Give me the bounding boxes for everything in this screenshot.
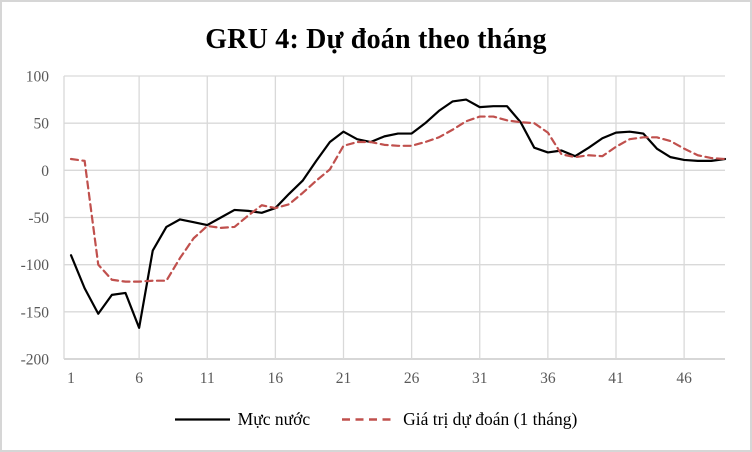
x-tick-label: 21: [336, 370, 352, 387]
y-tick-label: -200: [21, 352, 50, 369]
x-tick-label: 11: [200, 370, 215, 387]
x-tick-label: 46: [676, 370, 692, 387]
legend: Mực nước Giá trị dự đoán (1 tháng): [0, 409, 752, 430]
y-tick-label: 50: [34, 116, 50, 133]
x-tick-label: 36: [540, 370, 556, 387]
y-tick-label: 100: [26, 69, 50, 86]
y-tick-label: -100: [21, 257, 50, 274]
chart-title: GRU 4: Dự đoán theo tháng: [205, 24, 547, 55]
y-tick-label: 0: [41, 163, 49, 180]
legend-label-forecast: Giá trị dự đoán (1 tháng): [403, 409, 578, 429]
legend-label-water-level: Mực nước: [237, 409, 311, 429]
x-tick-label: 41: [608, 370, 624, 387]
forecast-line: [69, 115, 727, 283]
water-level-line-swatch: [174, 418, 230, 421]
x-tick-label: 1: [67, 370, 75, 387]
y-tick-label: -150: [21, 304, 50, 321]
x-tick-label: 16: [268, 370, 284, 387]
x-tick-label: 6: [135, 370, 143, 387]
forecast-line-swatch: [342, 418, 396, 421]
y-tick-label: -50: [28, 210, 49, 227]
legend-item-water-level: Mực nước: [174, 409, 311, 430]
x-tick-label: 26: [404, 370, 420, 387]
water-level-line: [69, 98, 727, 329]
x-tick-label: 31: [472, 370, 488, 387]
legend-item-forecast: Giá trị dự đoán (1 tháng): [342, 409, 577, 430]
